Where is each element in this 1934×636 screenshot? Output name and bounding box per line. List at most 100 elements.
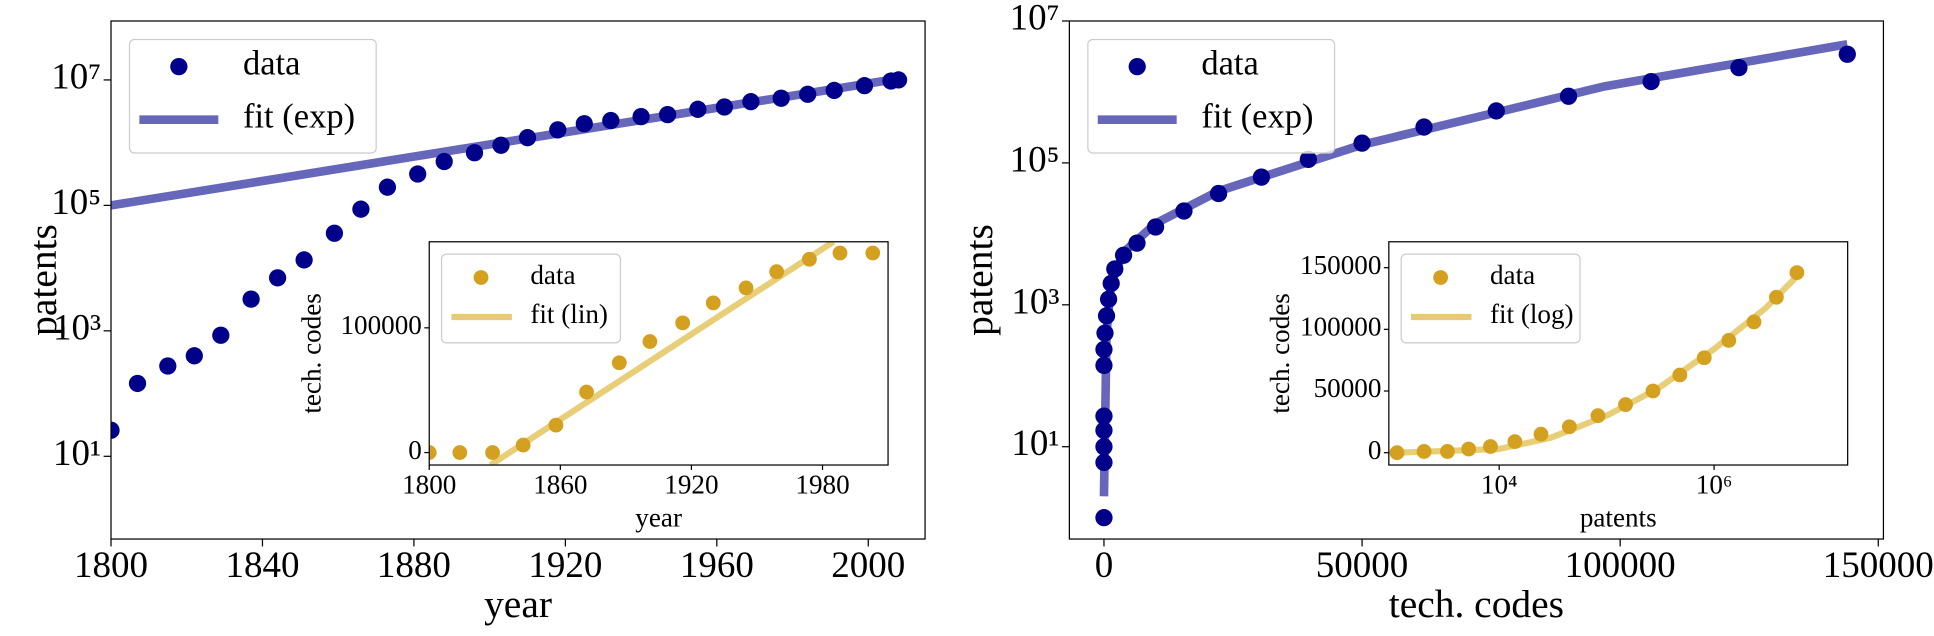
- data-point: [769, 264, 785, 280]
- legend-box: [128, 38, 377, 154]
- data-point: [1095, 407, 1113, 425]
- data-point: [1353, 134, 1371, 152]
- data-point: [515, 437, 531, 453]
- legend-label: data: [530, 260, 575, 290]
- data-point: [738, 280, 754, 296]
- data-point: [825, 81, 843, 100]
- data-point: [1128, 234, 1146, 252]
- data-point: [1096, 324, 1114, 342]
- data-point: [889, 71, 908, 89]
- data-point: [1461, 441, 1477, 457]
- data-point: [1415, 118, 1433, 136]
- data-point: [352, 200, 370, 218]
- data-point: [325, 224, 344, 242]
- data-point: [802, 251, 817, 267]
- y-axis-label: patents: [21, 224, 65, 336]
- x-tick-label: 2000: [831, 545, 905, 586]
- data-point: [295, 251, 313, 269]
- plot-area: [1389, 265, 1805, 461]
- y-tick-label: 10³: [1011, 281, 1059, 322]
- data-point: [1252, 168, 1271, 186]
- data-point: [602, 111, 620, 130]
- data-point: [549, 121, 567, 139]
- x-tick-label: 10⁴: [1481, 469, 1518, 499]
- data-point: [1389, 445, 1405, 461]
- data-point: [1672, 367, 1688, 383]
- y-tick-label: 100000: [1300, 312, 1381, 342]
- data-point: [579, 384, 594, 400]
- data-point: [675, 315, 691, 331]
- x-tick-label: 10⁶: [1696, 469, 1733, 499]
- data-point: [242, 290, 260, 308]
- data-point: [1299, 150, 1318, 169]
- data-point: [742, 93, 760, 111]
- data-point: [632, 107, 650, 126]
- data-point: [1106, 260, 1124, 278]
- data-point: [268, 269, 287, 287]
- data-point: [1440, 444, 1455, 459]
- legend-marker: [473, 270, 489, 285]
- data-point: [1146, 218, 1165, 236]
- x-tick-label: 1800: [402, 469, 456, 499]
- data-point: [1095, 509, 1113, 527]
- data-point: [575, 115, 593, 133]
- data-point: [658, 105, 677, 124]
- data-point: [865, 245, 881, 261]
- x-tick-label: 1840: [225, 545, 299, 586]
- data-point: [212, 326, 230, 344]
- data-point: [642, 334, 658, 349]
- data-point: [1416, 444, 1432, 459]
- data-point: [1095, 421, 1113, 439]
- legend-label: fit (exp): [1201, 98, 1313, 136]
- legend-marker: [170, 57, 188, 76]
- data-point: [518, 129, 537, 147]
- x-tick-label: 1920: [528, 545, 602, 586]
- data-point: [1095, 340, 1113, 359]
- plot-area: [429, 241, 881, 466]
- y-tick-label: 10³: [53, 307, 101, 348]
- data-point: [689, 100, 707, 118]
- x-axis-label: patents: [1580, 503, 1657, 533]
- plot-frame: [1068, 20, 1885, 540]
- data-point: [1114, 246, 1133, 264]
- x-tick-label: 150000: [1823, 545, 1934, 586]
- data-point: [1746, 314, 1762, 330]
- x-tick-label: 1860: [533, 469, 587, 499]
- data-point: [492, 136, 510, 154]
- data-point: [485, 445, 500, 460]
- data-point: [1559, 87, 1578, 105]
- y-axis-label: tech. codes: [297, 293, 327, 414]
- legend-label: fit (lin): [530, 299, 608, 329]
- x-tick-label: 1800: [74, 545, 148, 586]
- data-point: [1768, 289, 1784, 305]
- data-point: [111, 421, 120, 439]
- plot-frame: [1388, 241, 1849, 466]
- data-point: [409, 165, 427, 183]
- data-point: [128, 374, 147, 393]
- y-axis-label: tech. codes: [1265, 293, 1295, 413]
- data-point: [799, 85, 817, 103]
- data-point: [832, 245, 848, 261]
- data-point: [1483, 439, 1498, 454]
- data-point: [1696, 350, 1712, 366]
- x-axis-label: tech. codes: [1389, 582, 1564, 626]
- x-tick-label: 0: [1095, 545, 1114, 586]
- x-tick-label: 1920: [664, 469, 718, 499]
- x-tick-label: 1960: [680, 545, 754, 586]
- plot-area: [1095, 40, 1856, 527]
- data-point: [465, 144, 484, 162]
- plot-area: [111, 71, 908, 439]
- data-point: [1102, 274, 1120, 293]
- legend-box: [1087, 38, 1336, 154]
- plot-frame: [110, 20, 926, 540]
- data-point: [1590, 408, 1606, 424]
- data-point: [1095, 453, 1113, 472]
- data-point: [611, 355, 627, 371]
- data-point: [1507, 434, 1523, 449]
- x-axis-label: year: [635, 503, 682, 533]
- panel: 10⁴ 10⁶ 0 50000 100000 150000 patents tech. cod…: [1265, 241, 1849, 533]
- x-tick-label: 1880: [377, 545, 451, 586]
- data-point: [1618, 397, 1633, 412]
- x-axis-label: year: [484, 582, 552, 626]
